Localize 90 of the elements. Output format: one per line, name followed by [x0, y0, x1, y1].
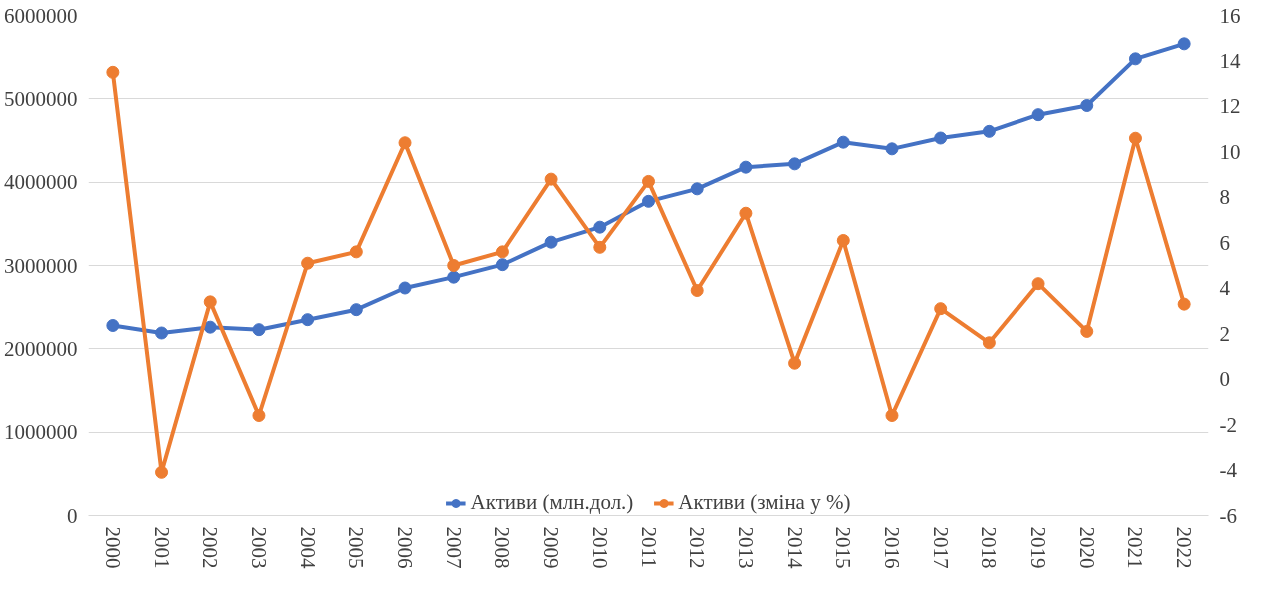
point: [1128, 52, 1142, 66]
x-tick-label: 2020: [1074, 526, 1099, 569]
x-tick-label: 2009: [539, 526, 564, 569]
y2-tick-label: 2: [1219, 321, 1230, 346]
point: [739, 160, 753, 174]
y-tick-label: 0: [67, 503, 78, 528]
point: [252, 323, 266, 337]
x-tick-label: 2016: [879, 526, 904, 569]
point: [788, 157, 802, 171]
legend-label: Активи (млн.дол.): [470, 490, 634, 515]
point: [203, 320, 217, 334]
x-tick-label: 2013: [733, 526, 758, 569]
x-tick-label: 2000: [100, 526, 125, 569]
y2-tick-label: -6: [1219, 503, 1237, 528]
point: [252, 409, 266, 422]
x-tick-label: 2012: [685, 526, 710, 569]
point: [836, 135, 850, 149]
point: [1177, 37, 1191, 51]
point: [690, 284, 704, 297]
point: [1080, 324, 1094, 338]
point: [301, 256, 315, 270]
y2-tick-label: 14: [1219, 48, 1241, 73]
legend-label: Активи (зміна у %): [678, 490, 851, 515]
y2-tick-label: 0: [1219, 367, 1230, 392]
x-tick-label: 2007: [441, 526, 466, 569]
point: [934, 131, 948, 145]
x-tick-label: 2008: [490, 526, 515, 569]
x-tick-label: 2005: [344, 526, 369, 569]
point: [398, 136, 412, 150]
x-tick-label: 2017: [928, 526, 953, 569]
point: [982, 336, 996, 350]
point: [642, 174, 655, 188]
x-tick-label: 2003: [246, 526, 271, 569]
point: [593, 240, 607, 254]
x-tick-label: 2011: [636, 526, 661, 568]
y2-tick-label: 16: [1219, 3, 1241, 28]
point: [885, 409, 899, 422]
point: [544, 172, 558, 186]
y2-tick-label: 10: [1219, 139, 1241, 164]
point: [106, 65, 120, 79]
point: [1080, 99, 1094, 112]
y2-tick-label: 4: [1219, 276, 1231, 301]
point: [1177, 297, 1191, 311]
point: [885, 142, 899, 156]
x-tick-label: 2006: [393, 526, 418, 569]
x-tick-label: 2021: [1123, 526, 1148, 569]
point: [106, 319, 120, 332]
x-tick-label: 2022: [1172, 526, 1197, 569]
y2-tick-label: 6: [1219, 230, 1230, 255]
x-tick-label: 2010: [587, 526, 612, 569]
point: [447, 270, 461, 284]
point: [1128, 131, 1142, 145]
y-tick-label: 3000000: [4, 253, 78, 278]
point: [593, 220, 607, 234]
point: [349, 303, 363, 317]
x-tick-label: 2002: [198, 526, 223, 569]
y-tick-label: 4000000: [4, 170, 78, 195]
point: [155, 326, 169, 340]
point: [203, 295, 217, 309]
point: [155, 465, 169, 479]
point: [544, 235, 558, 249]
point: [836, 234, 850, 247]
point: [642, 194, 655, 208]
point: [349, 245, 363, 259]
point: [495, 258, 509, 272]
x-tick-label: 2019: [1026, 526, 1051, 569]
y2-tick-label: 12: [1219, 94, 1241, 119]
x-tick-label: 2018: [977, 526, 1002, 569]
y2-tick-label: -4: [1219, 458, 1238, 483]
x-tick-label: 2001: [149, 526, 174, 569]
y-tick-label: 5000000: [4, 86, 78, 111]
point: [398, 281, 412, 295]
point: [1031, 277, 1045, 291]
point: [982, 124, 996, 138]
y2-tick-label: 8: [1219, 185, 1230, 210]
y2-tick-label: -2: [1219, 412, 1237, 437]
point: [301, 313, 315, 327]
y-tick-label: 6000000: [4, 3, 78, 28]
point: [447, 259, 461, 272]
y-tick-label: 1000000: [4, 420, 78, 445]
point: [690, 182, 704, 196]
x-tick-label: 2004: [295, 526, 320, 569]
y-tick-label: 2000000: [4, 336, 78, 361]
point: [495, 245, 509, 259]
point: [788, 356, 802, 370]
point: [739, 206, 753, 220]
point: [1031, 108, 1045, 122]
point: [934, 302, 948, 316]
x-tick-label: 2014: [782, 526, 807, 569]
x-tick-label: 2015: [831, 526, 856, 569]
